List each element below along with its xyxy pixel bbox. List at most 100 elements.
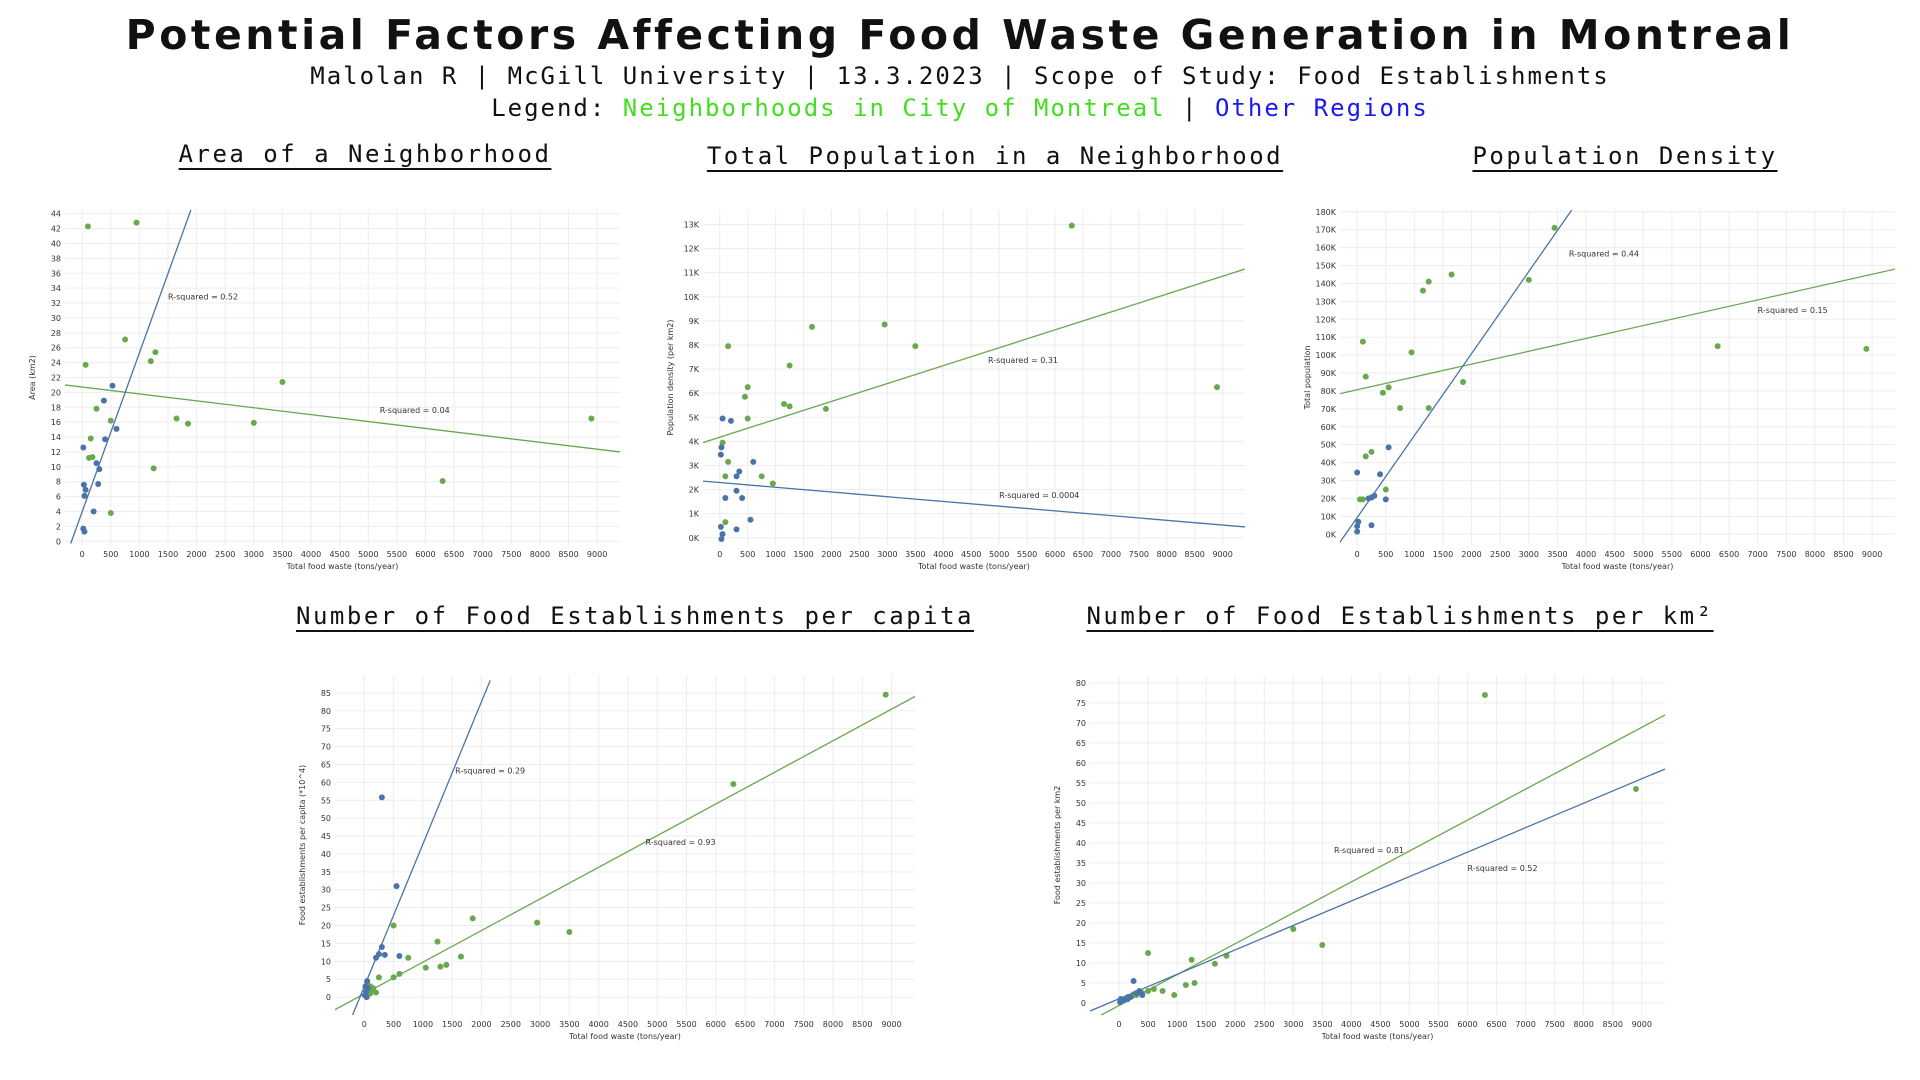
y-tick-label: 1K <box>689 510 700 519</box>
y-tick-label: 25 <box>1076 899 1086 908</box>
header: Potential Factors Affecting Food Waste G… <box>0 0 1920 124</box>
blue-r-squared-label: R-squared = 0.0004 <box>999 491 1079 500</box>
y-tick-label: 150K <box>1315 262 1336 271</box>
blue-data-point <box>718 444 725 451</box>
green-data-point <box>147 358 154 365</box>
green-data-point <box>1525 276 1532 283</box>
blue-trendline <box>351 680 491 1015</box>
green-data-point <box>457 953 464 960</box>
green-data-point <box>744 415 751 422</box>
blue-data-point <box>95 480 102 487</box>
y-tick-label: 22 <box>51 374 61 383</box>
blue-r-squared-label: R-squared = 0.52 <box>168 292 238 301</box>
green-data-point <box>808 323 815 330</box>
x-tick-label: 1500 <box>158 550 178 559</box>
blue-r-squared-label: R-squared = 0.52 <box>1468 864 1538 873</box>
legend-prefix: Legend: <box>491 94 623 122</box>
blue-data-point <box>1368 522 1375 529</box>
green-data-point <box>1379 389 1386 396</box>
x-tick-label: 6000 <box>706 1020 726 1029</box>
x-tick-label: 9000 <box>881 1020 901 1029</box>
blue-data-point <box>719 415 726 422</box>
x-tick-label: 8500 <box>1185 550 1205 559</box>
y-tick-label: 160K <box>1315 244 1336 253</box>
blue-data-point <box>727 417 734 424</box>
y-tick-label: 0K <box>689 534 700 543</box>
y-axis-label: Area (km2) <box>28 355 37 400</box>
x-tick-label: 7500 <box>501 550 521 559</box>
blue-data-point <box>1130 978 1137 984</box>
green-data-point <box>1191 980 1198 986</box>
blue-data-point <box>733 473 740 480</box>
green-data-point <box>719 439 726 446</box>
blue-data-point <box>393 883 400 890</box>
x-tick-label: 8500 <box>558 550 578 559</box>
blue-data-point <box>739 495 746 502</box>
y-tick-label: 40K <box>1321 459 1337 468</box>
green-data-point <box>1182 982 1189 988</box>
x-tick-label: 4500 <box>618 1020 638 1029</box>
green-data-point <box>375 974 382 981</box>
chart-title-population: Population Density <box>1472 142 1778 170</box>
green-data-point <box>1362 453 1369 460</box>
blue-data-point <box>1354 523 1361 530</box>
x-tick-label: 500 <box>103 550 118 559</box>
blue-data-point <box>396 952 403 959</box>
x-tick-label: 6000 <box>1045 550 1065 559</box>
green-data-point <box>437 963 444 970</box>
green-data-point <box>1319 942 1326 948</box>
green-data-point <box>390 922 397 929</box>
y-tick-label: 20K <box>1321 494 1337 503</box>
x-axis-label: Total food waste (tons/year) <box>568 1032 681 1041</box>
x-tick-label: 8500 <box>852 1020 872 1029</box>
y-tick-label: 38 <box>51 254 61 263</box>
x-tick-label: 4000 <box>933 550 953 559</box>
x-tick-label: 8000 <box>1574 1020 1594 1029</box>
x-tick-label: 7000 <box>1515 1020 1535 1029</box>
x-tick-label: 2500 <box>501 1020 521 1029</box>
x-tick-label: 4500 <box>329 550 349 559</box>
y-tick-label: 16 <box>51 418 61 427</box>
blue-data-point <box>113 425 120 432</box>
y-tick-label: 32 <box>51 299 61 308</box>
chart-title-per-km2: Number of Food Establishments per km² <box>1086 602 1714 630</box>
blue-data-point <box>750 458 757 465</box>
x-tick-label: 2000 <box>1225 1020 1245 1029</box>
green-data-point <box>730 781 737 788</box>
green-data-point <box>173 415 180 422</box>
y-tick-label: 0 <box>56 537 61 546</box>
green-data-point <box>1863 345 1870 352</box>
blue-data-point <box>364 978 371 984</box>
y-tick-label: 3K <box>689 461 700 470</box>
y-tick-label: 9K <box>689 317 700 326</box>
y-tick-label: 36 <box>51 269 61 278</box>
y-tick-label: 26 <box>51 344 61 353</box>
y-tick-label: 34 <box>51 284 61 293</box>
blue-trendline <box>70 210 192 544</box>
blue-data-point <box>718 535 725 542</box>
y-tick-label: 55 <box>321 796 331 805</box>
x-tick-label: 500 <box>1140 1020 1155 1029</box>
green-data-point <box>1145 950 1152 956</box>
y-tick-label: 10 <box>51 463 61 472</box>
green-data-point <box>107 509 114 516</box>
x-tick-label: 4000 <box>1341 1020 1361 1029</box>
y-axis-label: Food establishments per km2 <box>1053 786 1062 905</box>
x-tick-label: 5000 <box>1633 550 1653 559</box>
green-trendline <box>703 268 1245 444</box>
x-tick-label: 5500 <box>1017 550 1037 559</box>
x-tick-label: 3000 <box>1519 550 1539 559</box>
green-data-point <box>1359 338 1366 345</box>
blue-r-squared-label: R-squared = 0.44 <box>1569 250 1639 259</box>
x-tick-label: 8000 <box>530 550 550 559</box>
green-data-point <box>786 403 793 410</box>
green-r-squared-label: R-squared = 0.15 <box>1758 306 1828 315</box>
blue-data-point <box>100 397 107 404</box>
x-tick-label: 2000 <box>821 550 841 559</box>
x-tick-label: 1000 <box>129 550 149 559</box>
green-data-point <box>722 473 729 480</box>
blue-data-point <box>1382 496 1389 503</box>
x-tick-label: 6000 <box>415 550 435 559</box>
chart-density: 0 500 1000 1500 2000 2500 3000 3500 4000 4500 5000… <box>666 210 1245 571</box>
green-data-point <box>439 477 446 484</box>
